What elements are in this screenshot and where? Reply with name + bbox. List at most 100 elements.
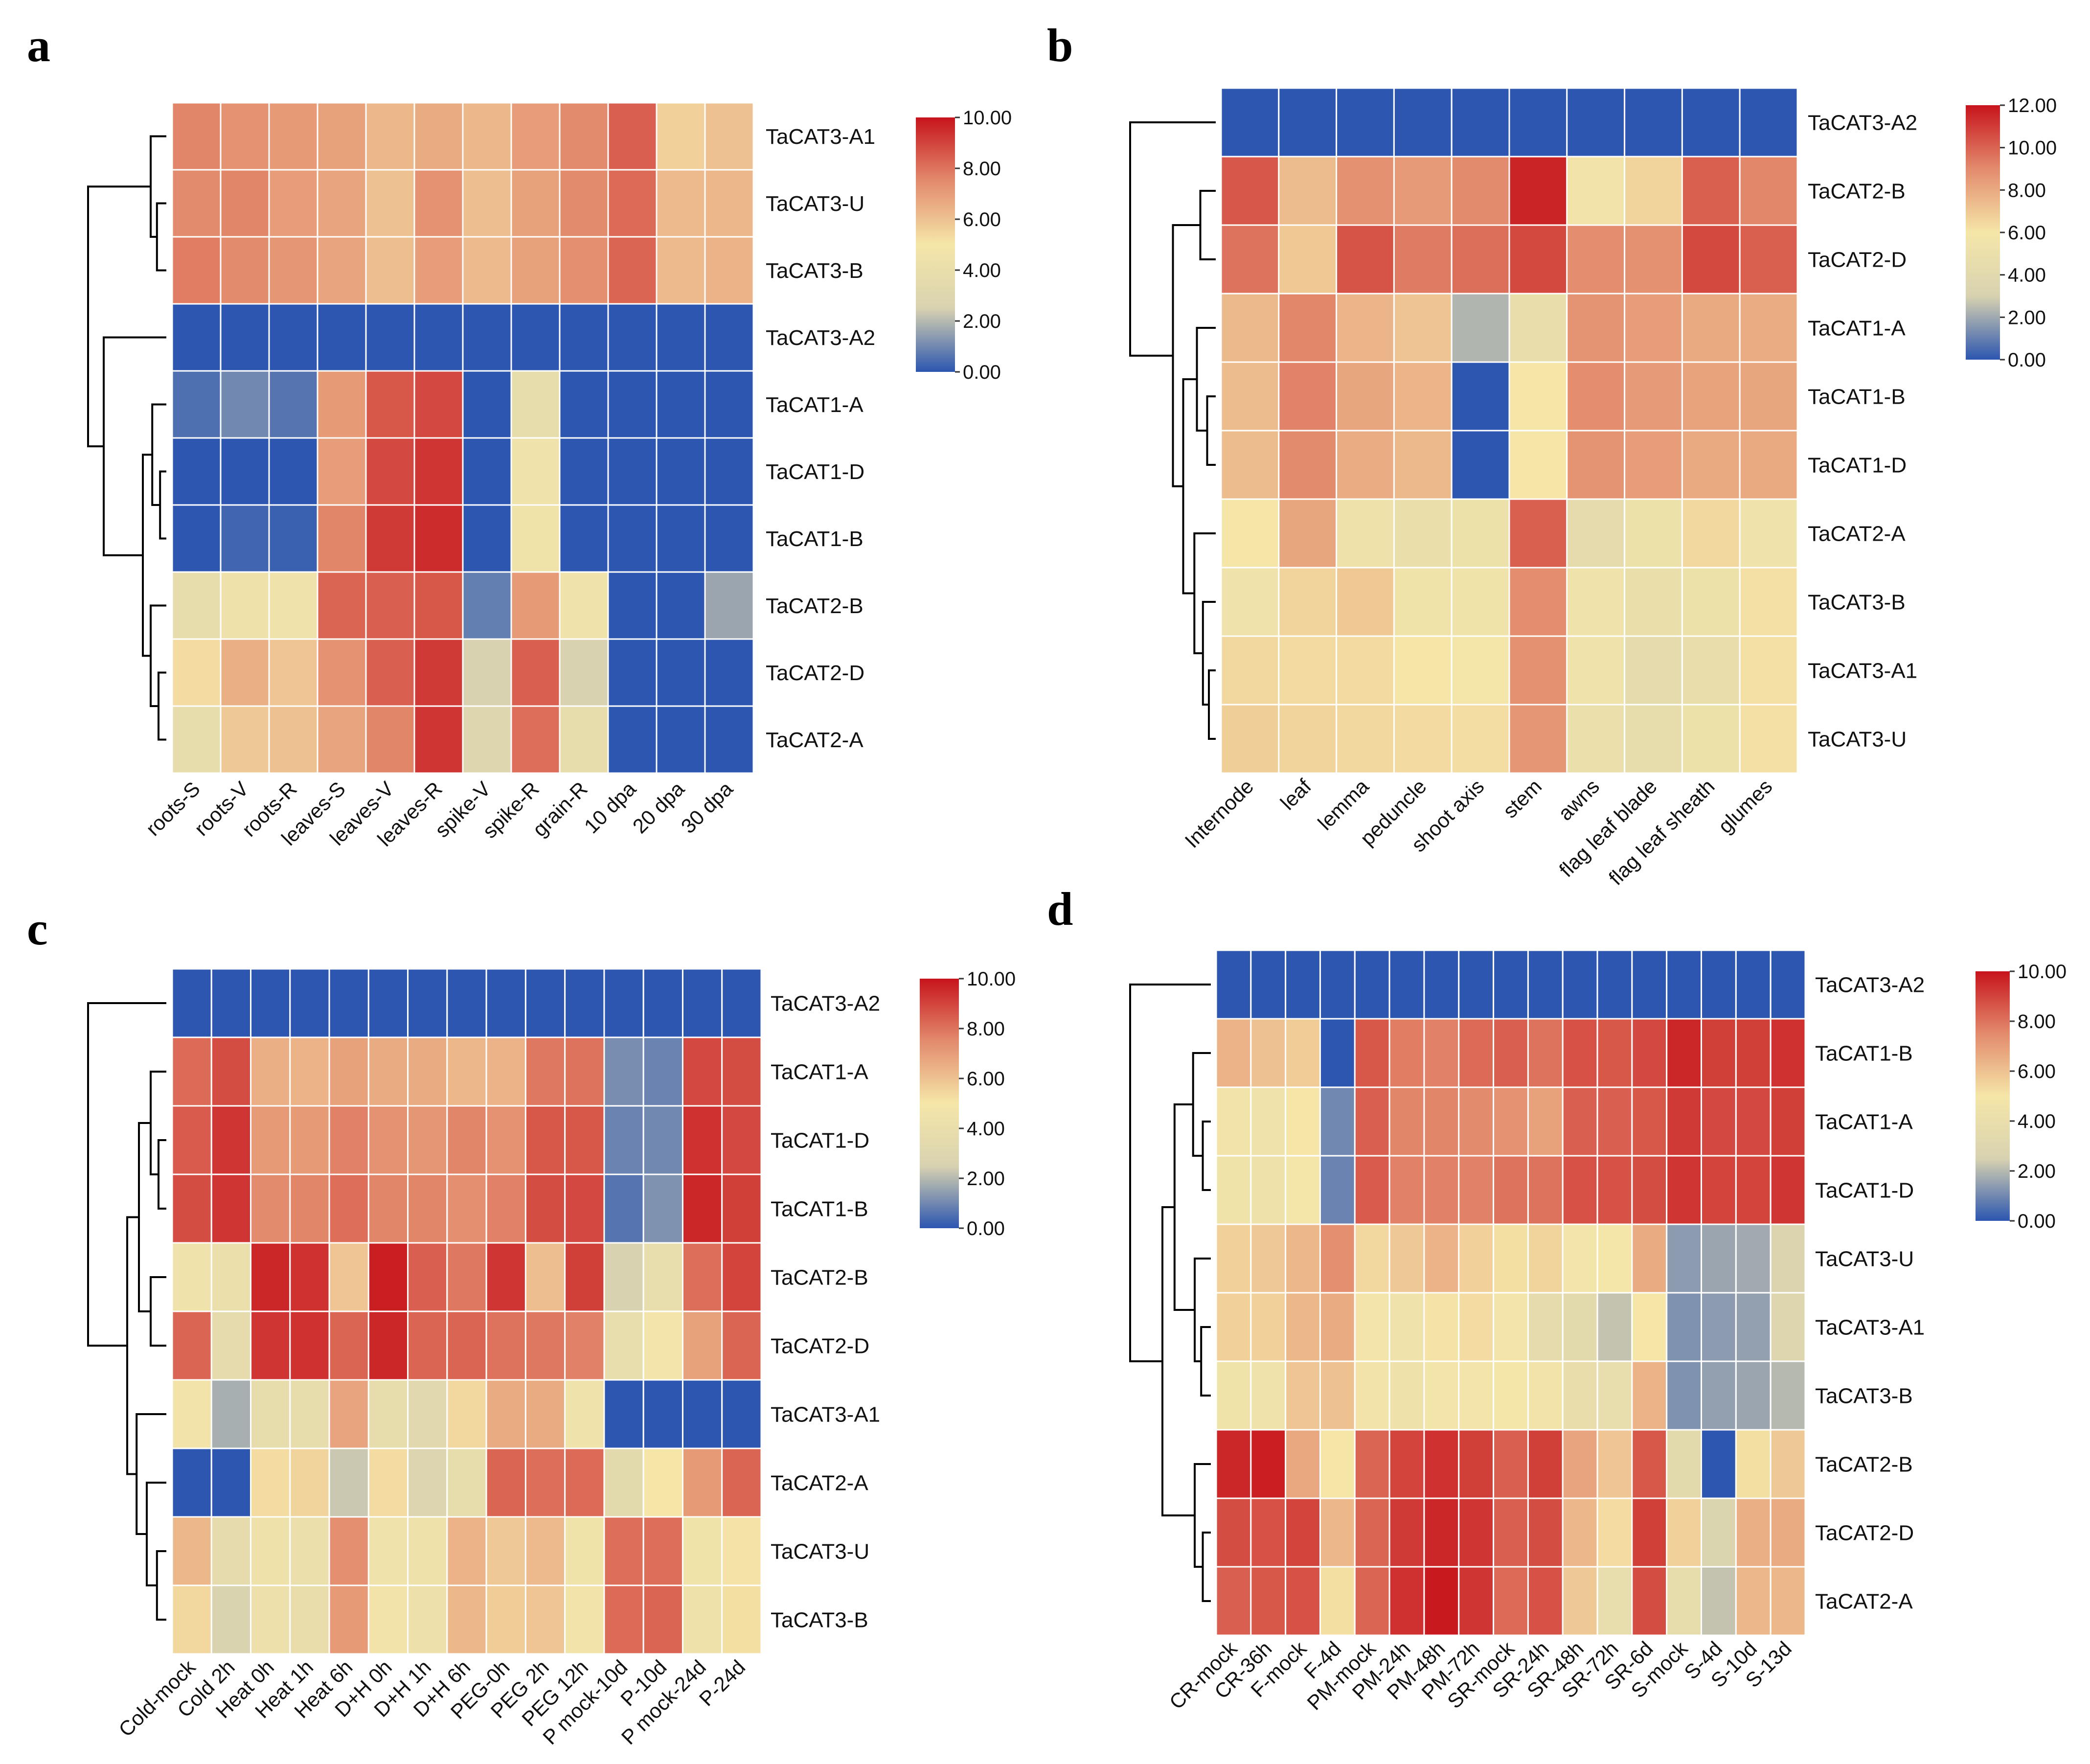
dendrogram-branch [158,671,166,741]
heatmap-cell [510,705,561,774]
heatmap-cell [642,1173,683,1244]
heatmap-cell [559,437,609,506]
row-label: TaCAT1-B [766,527,863,551]
heatmap-cell [642,1379,683,1449]
heatmap-cell [1451,704,1510,774]
heatmap-cell [220,437,270,506]
row-label: TaCAT3-A2 [1808,111,1917,135]
heatmap-cell [413,638,464,707]
heatmap-cell [220,571,270,640]
heatmap-cell [524,1105,566,1175]
heatmap-cell [1423,1018,1460,1088]
heatmap-cell [1215,1566,1252,1636]
heatmap-cell [446,1379,487,1449]
heatmap-cell [642,1105,683,1175]
heatmap-cell [1701,1223,1737,1294]
heatmap-cell [289,1310,330,1381]
heatmap-cell [1624,635,1683,706]
heatmap-cell [510,638,561,707]
row-label: TaCAT3-U [1808,727,1907,751]
dendrogram-branch [150,1276,166,1347]
heatmap-cell [1527,1086,1564,1157]
heatmap-cell [682,1105,723,1175]
heatmap-cell [1631,1429,1668,1499]
heatmap-cell [1393,224,1453,295]
heatmap-cell [1220,567,1280,637]
heatmap-cell [1770,1086,1806,1157]
heatmap-cell [446,1036,487,1107]
heatmap-cell [704,437,754,506]
heatmap-cell [524,968,566,1038]
colorbar [1976,971,2010,1221]
heatmap-cell [510,169,561,238]
colorbar-tick-label: 4.00 [967,1118,1005,1140]
row-label: TaCAT1-A [1808,316,1906,340]
heatmap-cell [328,1105,369,1175]
heatmap-cell [317,705,367,774]
heatmap-cell [656,571,706,640]
heatmap-cell [268,504,318,573]
heatmap-cell [367,1584,409,1655]
heatmap-cell [1215,1155,1252,1225]
heatmap-cell [407,1379,448,1449]
heatmap-cell [1739,224,1798,295]
heatmap-cell [656,370,706,439]
heatmap-cell [607,102,658,171]
heatmap-cell [1566,635,1626,706]
heatmap-cell [1451,361,1510,432]
heatmap-cell [250,1584,291,1655]
heatmap-cell [289,1379,330,1449]
heatmap-cell [171,1105,212,1175]
heatmap-cell [210,1242,252,1312]
heatmap-cell [1739,704,1798,774]
colorbar-tick-label: 10.00 [967,968,1016,990]
heatmap-cell [559,102,609,171]
heatmap-cell [1458,1086,1495,1157]
heatmap-cell [1508,224,1568,295]
heatmap-cell [446,1310,487,1381]
colorbar-tick-label: 8.00 [2008,180,2046,201]
heatmap-cell [564,1310,605,1381]
heatmap-cell [1739,635,1798,706]
heatmap-cell [289,1584,330,1655]
heatmap-cell [1770,1497,1806,1568]
heatmap-cell [1624,224,1683,295]
heatmap-cell [462,504,512,573]
heatmap-cell [1220,430,1280,500]
heatmap-cell [220,638,270,707]
heatmap-cell [407,1173,448,1244]
heatmap-cell [171,504,222,573]
heatmap-cell [721,1105,762,1175]
heatmap-panel-d: TaCAT3-A2 TaCAT1-B TaCAT1-A TaCAT1-D TaCAT3-… [1129,949,2067,1715]
heatmap-cell [485,1379,526,1449]
heatmap-cell [210,1584,252,1655]
heatmap-cell [1388,1497,1425,1568]
heatmap-cell [1423,1429,1460,1499]
heatmap-cell [268,102,318,171]
heatmap-cell [1527,1223,1564,1294]
heatmap-cell [413,169,464,238]
heatmap-cell [171,1173,212,1244]
heatmap-cell [268,169,318,238]
heatmap-cell [721,1447,762,1518]
heatmap-cell [1423,1223,1460,1294]
heatmap-cell [1770,1429,1806,1499]
column-label: 20 dpa [628,777,689,838]
heatmap-cell [642,1516,683,1586]
row-label: TaCAT2-B [766,594,863,618]
row-label: TaCAT3-U [771,1539,869,1563]
heatmap-cell [1596,1018,1633,1088]
heatmap-cell [289,1036,330,1107]
heatmap-cell [1493,949,1529,1020]
heatmap-cell [1508,293,1568,363]
heatmap-cell [524,1310,566,1381]
heatmap-cell [1701,1360,1737,1431]
heatmap-cell [1527,1429,1564,1499]
heatmap-cell [1278,293,1338,363]
heatmap-cell [1701,1292,1737,1362]
heatmap-cell [704,102,754,171]
heatmap-cell [1451,498,1510,569]
heatmap-cell [407,1584,448,1655]
heatmap-cell [1220,704,1280,774]
heatmap-cell [1423,1292,1460,1362]
